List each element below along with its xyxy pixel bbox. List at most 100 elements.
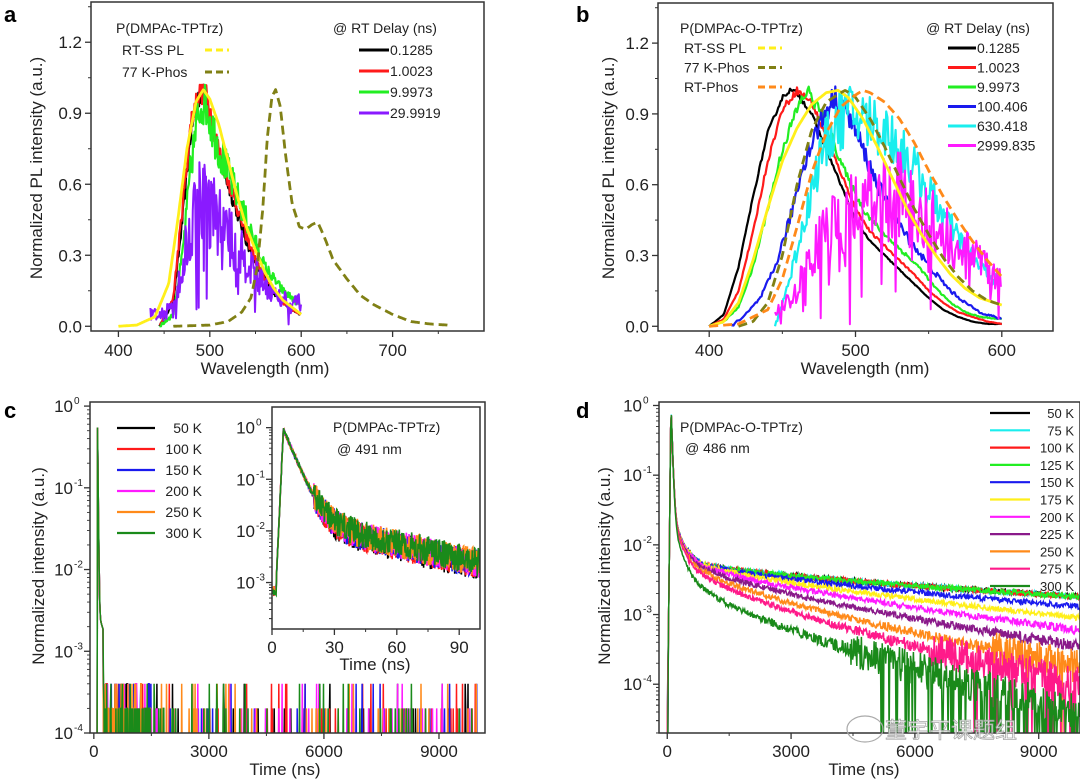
- y-tick-exponent: -4: [74, 723, 83, 734]
- legend-label: 100.406: [977, 99, 1028, 115]
- series-line-300-k: [667, 415, 1080, 733]
- y-tick-exponent: -1: [256, 469, 265, 480]
- y-tick-label: 10: [54, 642, 73, 661]
- legend-label: 77 K-Phos: [122, 64, 187, 80]
- series-line-100-k: [96, 427, 477, 733]
- legend-label: 200 K: [1040, 510, 1074, 525]
- legend-label: 175 K: [1040, 493, 1074, 508]
- y-tick-exponent: -2: [74, 560, 83, 571]
- y-tick-label: 10: [236, 574, 255, 593]
- panel-c-legend: 50 K 100 K 150 K 200 K 250 K 300 K: [117, 420, 203, 541]
- panel-a-legend-right: 0.1285 1.0023 9.9973 29.9919: [359, 42, 441, 121]
- legend-label: RT-SS PL: [684, 40, 746, 56]
- inset-xlabel: Time (ns): [339, 655, 410, 674]
- y-tick-label: 10: [236, 470, 255, 489]
- legend-label: 250 K: [165, 504, 202, 520]
- panel-c: c 10 010 -110 -210 -310 -40 3000 6000 9000 Time …: [4, 396, 486, 779]
- panel-c-plot: [96, 427, 478, 733]
- panel-c-axes: 10 010 -110 -210 -310 -40 3000 6000 9000: [54, 396, 458, 761]
- legend-label: RT-SS PL: [122, 42, 184, 58]
- series-line-150-k: [667, 416, 1080, 733]
- panel-b-xlabel: Wavelength (nm): [801, 359, 930, 378]
- legend-label: 300 K: [1040, 579, 1074, 594]
- y-tick-label: 0.9: [58, 104, 82, 123]
- panel-letter-a: a: [4, 2, 17, 27]
- x-tick-label: 700: [378, 341, 406, 360]
- x-tick-label: 0: [663, 742, 672, 761]
- legend-label: 225 K: [1040, 527, 1074, 542]
- y-tick-label: 10: [623, 466, 642, 485]
- legend-label: 100 K: [165, 441, 202, 457]
- x-tick-label: 500: [841, 341, 869, 360]
- y-tick-label: 10: [623, 536, 642, 555]
- y-tick-exponent: -1: [74, 478, 83, 489]
- series-line-77-k-phos: [172, 88, 449, 328]
- panel-letter-d: d: [576, 398, 589, 423]
- panel-d-ylabel: Normalized intensity (a.u.): [595, 467, 614, 664]
- x-tick-label: 9000: [1020, 742, 1058, 761]
- panel-c-frame: [89, 401, 486, 734]
- y-tick-exponent: -1: [643, 465, 652, 476]
- panel-d-axes: 10 010 -110 -210 -310 -40 3000 6000 9000: [623, 395, 1058, 761]
- legend-label: 100 K: [1040, 441, 1074, 456]
- panel-d-title: P(DMPAc-O-TPTrz): [680, 419, 803, 435]
- x-tick-label: 3000: [190, 742, 228, 761]
- y-tick-label: 0.3: [58, 246, 82, 265]
- panel-d: d 10 010 -110 -210 -310 -40 3000 6000 9000 Time …: [576, 395, 1080, 779]
- panel-a-ylabel: Normalized PL intensity (a.u.): [27, 57, 46, 279]
- inset-axes: 10 010 -110 -210 -30 30 60 90: [236, 418, 469, 657]
- legend-label: 200 K: [165, 483, 202, 499]
- panel-c-inset: 10 010 -110 -210 -30 30 60 90 P(DMPAc-TPTrz) @ …: [236, 406, 481, 674]
- x-tick-label: 600: [287, 341, 315, 360]
- x-tick-label: 3000: [772, 742, 810, 761]
- y-tick-label: 10: [623, 675, 642, 694]
- series-line-275-k: [666, 414, 1080, 733]
- inset-plot: [272, 427, 480, 598]
- series-line-rt-ss-pl: [708, 88, 1003, 328]
- inset-background: [272, 407, 480, 629]
- x-tick-label: 60: [387, 638, 406, 657]
- x-tick-label: 9000: [420, 742, 458, 761]
- y-tick-label: 10: [54, 724, 73, 743]
- y-tick-label: 10: [623, 606, 642, 625]
- x-tick-label: 500: [196, 341, 224, 360]
- legend-label: 9.9973: [977, 79, 1020, 95]
- panel-c-ylabel: Normalized intensity (a.u.): [29, 467, 48, 664]
- series-line-175-k: [666, 415, 1080, 733]
- y-tick-exponent: -2: [256, 521, 265, 532]
- x-tick-label: 6000: [896, 742, 934, 761]
- y-tick-label: 0.0: [58, 317, 82, 336]
- y-tick-label: 10: [54, 397, 73, 416]
- series-line-225-k: [666, 416, 1080, 733]
- series-line-100-406: [730, 85, 1002, 327]
- legend-label: RT-Phos: [684, 79, 738, 95]
- panel-a-legend-title: @ RT Delay (ns): [333, 20, 437, 36]
- series-line-77-k-phos: [738, 89, 1003, 328]
- y-tick-label: 0.3: [625, 246, 649, 265]
- legend-label: 77 K-Phos: [684, 60, 749, 76]
- y-tick-label: 10: [54, 479, 73, 498]
- series-line-50-k: [96, 427, 478, 733]
- panel-a: a 0.0 0.3 0.6 0.9 1.2 400 500 600 700 Wavelength…: [4, 1, 485, 378]
- y-tick-exponent: -2: [643, 535, 652, 546]
- x-tick-label: 0: [89, 742, 98, 761]
- legend-label: 0.1285: [390, 42, 433, 58]
- panel-a-title: P(DMPAc-TPTrz): [116, 20, 223, 36]
- watermark-text: 董宇平课题组: [885, 719, 1017, 744]
- legend-label: 300 K: [165, 525, 202, 541]
- legend-label: 150 K: [165, 462, 202, 478]
- x-tick-label: 90: [450, 638, 469, 657]
- panel-b: b 0.0 0.3 0.6 0.9 1.2 400 500 600 Wavelength (n…: [576, 2, 1054, 378]
- legend-label: 9.9973: [390, 84, 433, 100]
- y-tick-exponent: 0: [256, 418, 262, 429]
- panel-b-ylabel: Normalized PL intensity (a.u.): [599, 57, 618, 279]
- legend-label: 2999.835: [977, 138, 1036, 154]
- panel-a-plot: [117, 83, 449, 328]
- legend-label: 1.0023: [977, 60, 1020, 76]
- y-tick-label: 0.9: [625, 105, 649, 124]
- series-line-9-9973: [159, 83, 302, 328]
- panel-d-subtitle: @ 486 nm: [685, 440, 750, 456]
- y-tick-label: 1.2: [58, 33, 82, 52]
- legend-label: 75 K: [1047, 423, 1074, 438]
